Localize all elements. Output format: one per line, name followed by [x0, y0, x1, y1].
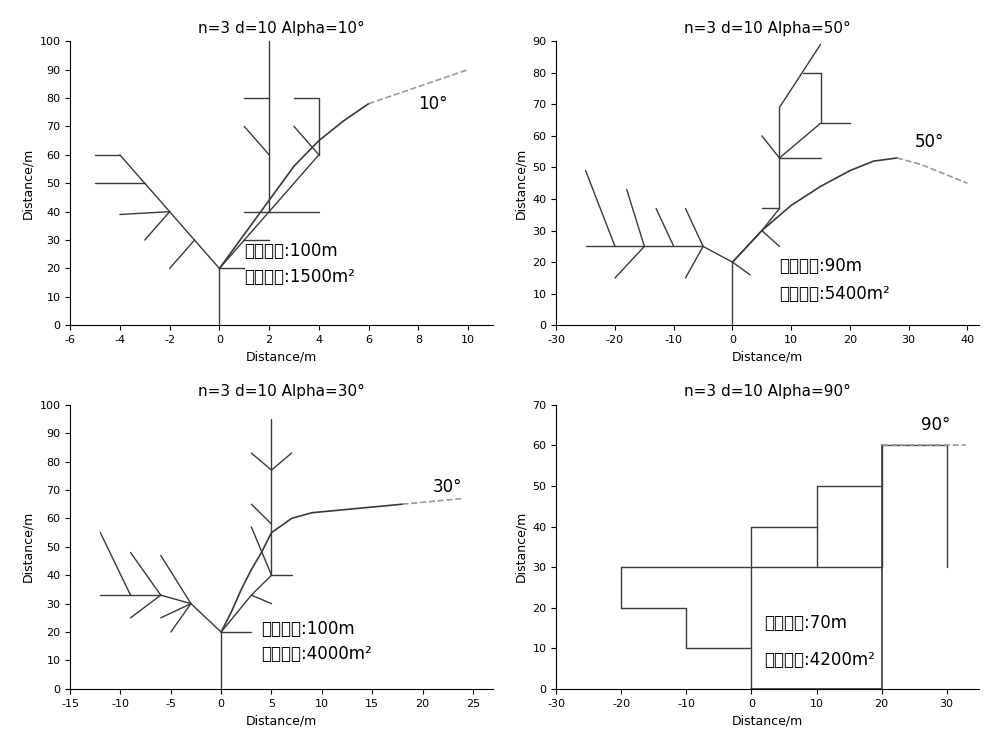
X-axis label: Distance/m: Distance/m — [246, 714, 317, 727]
Text: 50°: 50° — [915, 133, 944, 151]
Y-axis label: Distance/m: Distance/m — [21, 147, 34, 219]
Text: 裂缝半长:90m: 裂缝半长:90m — [779, 257, 862, 275]
X-axis label: Distance/m: Distance/m — [246, 351, 317, 364]
Y-axis label: Distance/m: Distance/m — [514, 147, 527, 219]
Title: n=3 d=10 Alpha=30°: n=3 d=10 Alpha=30° — [198, 384, 365, 399]
Text: 覆盖面积:4200m²: 覆盖面积:4200m² — [764, 651, 875, 669]
Title: n=3 d=10 Alpha=90°: n=3 d=10 Alpha=90° — [684, 384, 851, 399]
Y-axis label: Distance/m: Distance/m — [514, 511, 527, 583]
Text: 覆盖面积:4000m²: 覆盖面积:4000m² — [261, 646, 372, 663]
X-axis label: Distance/m: Distance/m — [732, 351, 803, 364]
Text: 30°: 30° — [433, 478, 462, 496]
Text: 裂缝半长:70m: 裂缝半长:70m — [764, 614, 847, 632]
Text: 10°: 10° — [418, 95, 448, 113]
Text: 裂缝半长:100m: 裂缝半长:100m — [244, 242, 338, 260]
Text: 裂缝半长:100m: 裂缝半长:100m — [261, 620, 355, 638]
Y-axis label: Distance/m: Distance/m — [21, 511, 34, 583]
Text: 覆盖面积:5400m²: 覆盖面积:5400m² — [779, 285, 890, 303]
Text: 覆盖面积:1500m²: 覆盖面积:1500m² — [244, 268, 355, 286]
Text: 90°: 90° — [921, 416, 950, 434]
X-axis label: Distance/m: Distance/m — [732, 714, 803, 727]
Title: n=3 d=10 Alpha=50°: n=3 d=10 Alpha=50° — [684, 21, 851, 36]
Title: n=3 d=10 Alpha=10°: n=3 d=10 Alpha=10° — [198, 21, 365, 36]
